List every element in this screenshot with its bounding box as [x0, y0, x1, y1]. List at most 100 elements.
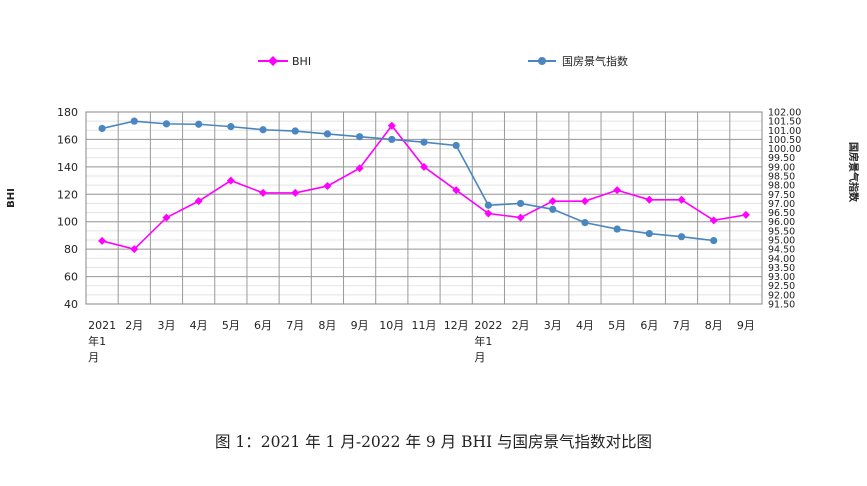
x-tick-label: 11月 — [412, 319, 437, 332]
data-point-bhi — [677, 195, 686, 204]
data-point-guofang — [162, 120, 171, 128]
data-point-bhi — [130, 245, 139, 254]
data-point-bhi — [548, 197, 557, 206]
right-tick-label: 95.00 — [768, 236, 795, 247]
x-tick-label: 2021 年1 月 — [88, 319, 116, 364]
left-tick-label: 120 — [57, 188, 78, 201]
legend: BHI 国房景气指数 — [258, 54, 628, 68]
right-tick-label: 96.50 — [768, 208, 795, 219]
x-tick-label: 10月 — [379, 319, 404, 332]
data-point-guofang — [98, 124, 106, 133]
data-point-guofang — [645, 230, 653, 238]
chart: 40 60 80 100 120 140 160 180 91.5092.0092.5093.… — [6, 54, 860, 364]
right-tick-label: 98.50 — [768, 172, 795, 183]
right-tick-label: 98.00 — [768, 181, 795, 192]
data-point-guofang — [130, 117, 138, 125]
right-tick-label: 94.00 — [768, 254, 795, 265]
data-point-guofang — [388, 135, 396, 144]
data-point-bhi — [645, 195, 654, 204]
right-tick-label: 96.00 — [768, 217, 795, 228]
data-point-guofang — [581, 219, 589, 227]
plot-frame — [85, 111, 763, 305]
data-point-bhi — [387, 121, 396, 130]
data-point-bhi — [709, 216, 718, 225]
right-tick-label: 95.50 — [768, 226, 795, 237]
x-axis-ticks: 2021 年1 月 2月 3月 4月 5月 6月 7月 8月 9月 10月 11月 12月 2022 年1 月 2… — [88, 319, 755, 364]
data-point-bhi — [291, 188, 300, 197]
data-point-guofang — [516, 199, 525, 208]
data-point-guofang — [484, 201, 492, 209]
data-point-guofang — [291, 127, 299, 135]
figure-caption: 图 1：2021 年 1 月-2022 年 9 月 BHI 与国房景气指数对比图 — [214, 433, 653, 451]
data-point-bhi — [323, 182, 332, 191]
data-point-bhi — [420, 162, 428, 171]
data-point-bhi — [226, 176, 235, 185]
data-point-bhi — [98, 236, 107, 245]
right-tick-label: 97.00 — [768, 199, 795, 210]
right-tick-label: 92.50 — [768, 281, 795, 292]
right-axis-title: 国房景气指数 — [847, 142, 860, 203]
left-tick-label: 160 — [57, 133, 78, 146]
x-tick-label: 3月 — [544, 319, 562, 332]
x-tick-label: 8月 — [318, 319, 336, 332]
right-tick-label: 94.50 — [768, 245, 795, 256]
x-tick-label: 4月 — [190, 319, 208, 332]
x-tick-label: 9月 — [737, 319, 755, 332]
legend-item-bhi: BHI — [258, 55, 311, 68]
legend-label-bhi: BHI — [292, 55, 311, 68]
x-tick-label: 6月 — [254, 319, 272, 332]
x-tick-label: 2月 — [125, 319, 143, 332]
right-tick-label: 101.50 — [768, 117, 801, 128]
data-point-guofang — [323, 130, 332, 138]
right-tick-label: 93.00 — [768, 272, 795, 283]
x-tick-label: 5月 — [608, 319, 626, 332]
data-point-bhi — [259, 188, 268, 197]
data-point-guofang — [227, 123, 235, 131]
x-tick-label: 7月 — [673, 319, 691, 332]
left-tick-label: 100 — [57, 216, 78, 229]
x-tick-label: 8月 — [705, 319, 723, 332]
x-tick-label: 2022 年1 月 — [474, 319, 502, 364]
left-axis-ticks: 40 60 80 100 120 140 160 180 — [57, 106, 78, 311]
series-line-1 — [101, 120, 714, 242]
data-point-guofang — [356, 133, 364, 141]
right-tick-label: 97.50 — [768, 190, 795, 201]
x-tick-label: 4月 — [576, 319, 594, 332]
data-point-bhi — [613, 186, 622, 195]
data-point-bhi — [355, 164, 364, 173]
data-point-guofang — [549, 205, 557, 213]
data-point-bhi — [452, 186, 461, 195]
x-tick-label: 7月 — [286, 319, 304, 332]
legend-item-guofang: 国房景气指数 — [528, 54, 628, 68]
x-tick-label: 9月 — [351, 319, 369, 332]
right-axis-ticks: 91.5092.0092.5093.0093.5094.0094.5095.00… — [768, 108, 801, 311]
data-point-guofang — [710, 236, 718, 245]
left-tick-label: 40 — [64, 298, 78, 311]
legend-diamond-marker — [268, 56, 278, 66]
data-point-guofang — [452, 141, 460, 150]
right-tick-label: 99.00 — [768, 162, 795, 173]
left-axis-title: BHI — [6, 188, 17, 208]
data-point-bhi — [194, 197, 203, 206]
left-tick-label: 80 — [64, 243, 78, 256]
data-point-guofang — [195, 120, 203, 128]
right-tick-label: 93.50 — [768, 263, 795, 274]
data-point-guofang — [613, 225, 621, 233]
left-tick-label: 180 — [57, 106, 78, 119]
series-layer — [98, 117, 750, 254]
x-tick-label: 3月 — [157, 319, 175, 332]
x-tick-label: 6月 — [640, 319, 658, 332]
left-tick-label: 60 — [64, 271, 78, 284]
right-tick-label: 101.00 — [768, 126, 801, 137]
x-tick-label: 2月 — [512, 319, 530, 332]
legend-circle-marker — [538, 57, 546, 65]
data-point-bhi — [484, 209, 493, 218]
data-point-guofang — [677, 233, 686, 241]
right-tick-label: 100.00 — [768, 144, 801, 155]
data-point-bhi — [516, 213, 525, 222]
right-tick-label: 92.00 — [768, 290, 795, 301]
x-tick-label: 5月 — [222, 319, 240, 332]
left-tick-label: 140 — [57, 161, 78, 174]
data-point-bhi — [741, 210, 750, 219]
right-tick-label: 102.00 — [768, 108, 801, 119]
